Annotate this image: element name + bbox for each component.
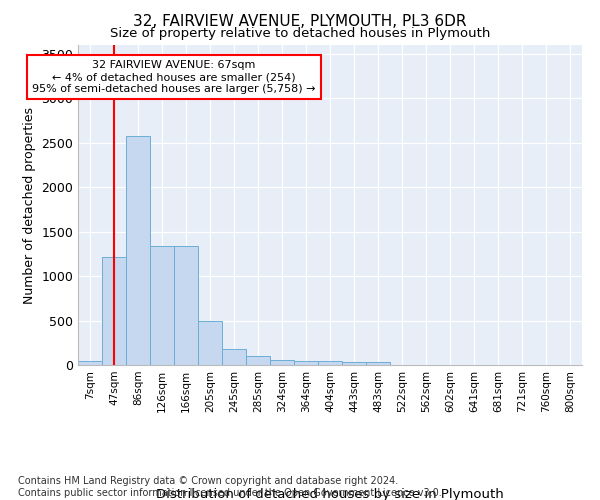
Bar xyxy=(150,246,174,365)
Bar xyxy=(294,360,318,365)
Bar xyxy=(174,246,198,365)
Bar xyxy=(78,360,102,365)
Bar xyxy=(222,348,246,365)
Bar xyxy=(366,362,390,365)
Bar xyxy=(126,136,150,365)
Bar xyxy=(342,362,366,365)
Bar xyxy=(270,360,294,365)
Bar xyxy=(102,256,126,365)
Text: Size of property relative to detached houses in Plymouth: Size of property relative to detached ho… xyxy=(110,28,490,40)
X-axis label: Distribution of detached houses by size in Plymouth: Distribution of detached houses by size … xyxy=(156,488,504,500)
Bar xyxy=(246,356,270,365)
Text: 32 FAIRVIEW AVENUE: 67sqm
← 4% of detached houses are smaller (254)
95% of semi-: 32 FAIRVIEW AVENUE: 67sqm ← 4% of detach… xyxy=(32,60,316,94)
Bar xyxy=(318,362,342,365)
Y-axis label: Number of detached properties: Number of detached properties xyxy=(23,106,36,304)
Text: Contains public sector information licensed under the Open Government Licence v3: Contains public sector information licen… xyxy=(18,488,442,498)
Text: Contains HM Land Registry data © Crown copyright and database right 2024.: Contains HM Land Registry data © Crown c… xyxy=(18,476,398,486)
Text: 32, FAIRVIEW AVENUE, PLYMOUTH, PL3 6DR: 32, FAIRVIEW AVENUE, PLYMOUTH, PL3 6DR xyxy=(133,14,467,29)
Bar xyxy=(198,322,222,365)
